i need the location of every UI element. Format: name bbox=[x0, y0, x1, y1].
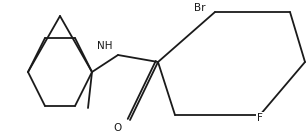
Text: F: F bbox=[257, 113, 263, 123]
Text: NH: NH bbox=[97, 41, 113, 51]
Text: O: O bbox=[113, 123, 121, 133]
Text: Br: Br bbox=[194, 3, 206, 13]
